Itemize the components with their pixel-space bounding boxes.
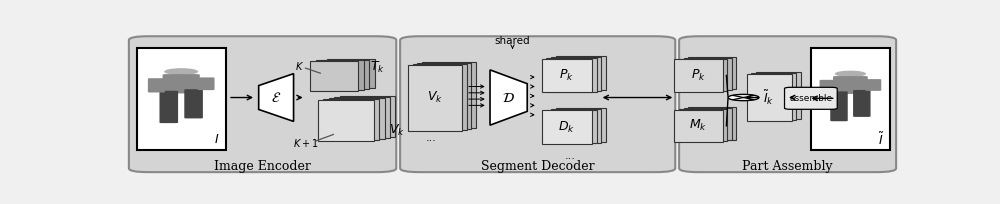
FancyBboxPatch shape [400, 36, 675, 172]
Text: $\tilde{I}$: $\tilde{I}$ [878, 132, 884, 148]
Text: Segment Decoder: Segment Decoder [481, 160, 594, 173]
FancyBboxPatch shape [197, 77, 215, 90]
Bar [551, 109, 601, 143]
Bar [542, 59, 592, 92]
Bar [688, 57, 736, 89]
Bar [551, 57, 601, 91]
Bar [556, 56, 606, 90]
Bar [674, 110, 723, 142]
Bar [542, 111, 592, 144]
Bar [751, 73, 796, 120]
Bar [688, 107, 736, 140]
Bar [811, 48, 890, 150]
Text: $K+1$: $K+1$ [293, 137, 318, 149]
Text: $\mathcal{E}$: $\mathcal{E}$ [271, 91, 281, 104]
FancyBboxPatch shape [853, 90, 871, 117]
Text: ...: ... [565, 151, 576, 161]
FancyBboxPatch shape [159, 91, 178, 123]
Text: $I$: $I$ [214, 133, 219, 146]
Circle shape [164, 68, 198, 75]
Bar [408, 64, 462, 131]
Bar [310, 61, 358, 91]
Bar [340, 96, 395, 137]
Bar [556, 108, 606, 142]
Text: $V_k$: $V_k$ [427, 90, 443, 105]
Bar [546, 110, 597, 143]
Bar [316, 60, 364, 90]
Bar [329, 98, 385, 139]
Text: $P_k$: $P_k$ [691, 68, 706, 83]
Text: Part Assembly: Part Assembly [742, 160, 833, 173]
Bar [137, 48, 226, 150]
Text: $V_k$: $V_k$ [389, 123, 405, 138]
Bar [679, 109, 727, 141]
Bar [323, 99, 379, 140]
Bar [321, 60, 369, 89]
Text: $K$: $K$ [295, 60, 304, 72]
Bar [334, 97, 390, 138]
FancyBboxPatch shape [679, 36, 896, 172]
Text: assemble: assemble [789, 94, 832, 103]
Text: $T_k$: $T_k$ [370, 60, 385, 75]
Text: $\tilde{I}_k$: $\tilde{I}_k$ [763, 88, 775, 107]
Bar [747, 74, 792, 121]
Bar [417, 63, 471, 129]
FancyBboxPatch shape [833, 76, 868, 94]
Bar [422, 62, 476, 128]
Polygon shape [259, 74, 294, 121]
Polygon shape [490, 70, 527, 125]
Text: Image Encoder: Image Encoder [214, 160, 311, 173]
FancyBboxPatch shape [184, 89, 203, 118]
Bar [318, 100, 374, 141]
FancyBboxPatch shape [129, 36, 396, 172]
Bar [326, 59, 375, 88]
Bar [546, 58, 597, 92]
Text: shared: shared [495, 36, 530, 46]
Bar [679, 59, 727, 91]
Circle shape [728, 94, 759, 101]
Bar [684, 108, 732, 140]
FancyBboxPatch shape [163, 74, 200, 93]
Circle shape [835, 71, 866, 77]
FancyBboxPatch shape [820, 80, 836, 93]
FancyBboxPatch shape [148, 78, 165, 92]
Text: ...: ... [426, 133, 437, 143]
FancyBboxPatch shape [830, 91, 848, 121]
FancyBboxPatch shape [865, 79, 881, 91]
Bar [756, 72, 801, 119]
FancyBboxPatch shape [785, 87, 837, 109]
Text: $P_k$: $P_k$ [559, 68, 574, 83]
Text: $\mathcal{D}$: $\mathcal{D}$ [502, 91, 515, 104]
Bar [684, 58, 732, 90]
Bar [674, 59, 723, 92]
Bar [413, 64, 467, 130]
Text: $M_k$: $M_k$ [689, 118, 708, 133]
Text: $D_k$: $D_k$ [558, 120, 575, 135]
